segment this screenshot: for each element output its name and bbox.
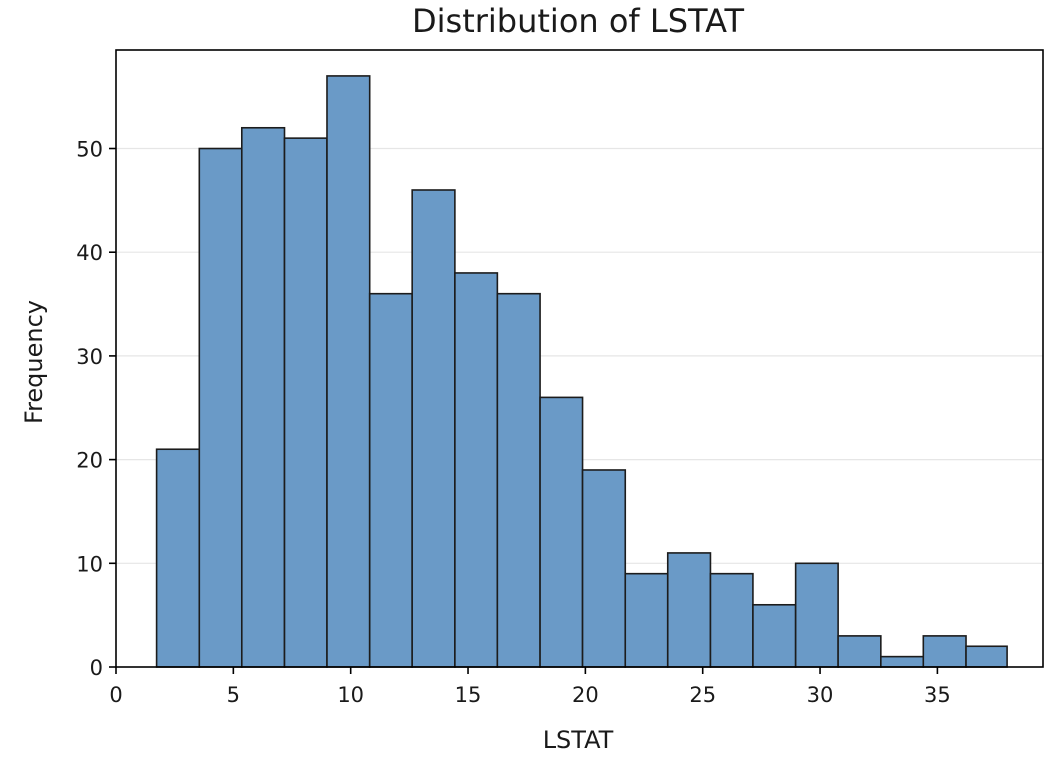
histogram-bar-17 (837, 635, 882, 668)
histogram-bar-12 (624, 572, 669, 668)
histogram-bar-2 (198, 147, 243, 668)
x-axis-ticks: 0 5 10 15 20 25 30 35 (109, 667, 951, 707)
y-tick-label-20: 20 (76, 449, 103, 473)
y-tick-label-10: 10 (76, 552, 103, 576)
x-tick-label-0: 0 (109, 683, 122, 707)
x-tick-label-15: 15 (455, 683, 482, 707)
histogram-bar-4 (283, 137, 328, 668)
histogram-bar-5 (326, 75, 371, 668)
histogram-bar-8 (454, 272, 499, 668)
x-tick-label-25: 25 (689, 683, 716, 707)
histogram-bar-15 (752, 603, 797, 668)
histogram-bar-11 (581, 469, 627, 668)
histogram-bar-19 (922, 635, 967, 668)
chart-title: Distribution of LSTAT (412, 2, 744, 40)
histogram-bar-1 (155, 448, 201, 668)
x-tick-label-35: 35 (924, 683, 951, 707)
y-axis-label: Frequency (20, 300, 48, 424)
histogram-bar-3 (240, 126, 286, 668)
histogram-bar-10 (539, 396, 584, 668)
histogram-bar-9 (496, 292, 541, 668)
y-axis-ticks: 0 10 20 30 40 50 (76, 138, 116, 680)
histogram-bar-18 (880, 655, 925, 668)
histogram-bar-16 (794, 562, 839, 668)
histogram-bar-7 (411, 189, 456, 668)
x-tick-label-5: 5 (227, 683, 240, 707)
histogram-bar-20 (965, 645, 1008, 668)
y-tick-label-50: 50 (76, 138, 103, 162)
histogram-bar-13 (666, 552, 712, 668)
histogram-bar-14 (709, 572, 754, 668)
x-axis-label: LSTAT (543, 726, 614, 754)
histogram-bars (155, 75, 1008, 668)
axes-frame (115, 49, 1044, 668)
histogram-bar-6 (368, 292, 413, 668)
x-tick-label-20: 20 (572, 683, 599, 707)
x-tick-label-30: 30 (807, 683, 834, 707)
x-tick-label-10: 10 (337, 683, 364, 707)
y-tick-label-40: 40 (76, 241, 103, 265)
y-tick-label-0: 0 (90, 656, 103, 680)
y-tick-label-30: 30 (76, 345, 103, 369)
